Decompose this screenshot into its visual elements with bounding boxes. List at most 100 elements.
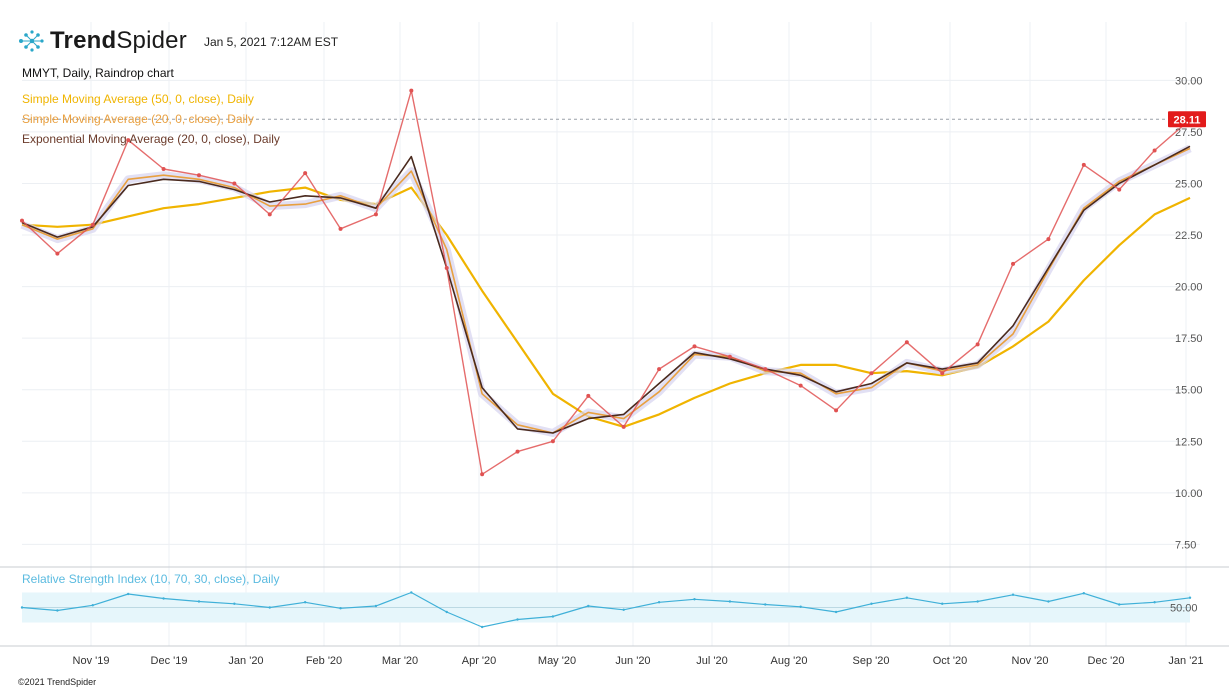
price-point <box>1152 148 1157 153</box>
rsi-point <box>162 597 165 600</box>
rsi-point <box>905 596 909 599</box>
price-point <box>444 266 449 270</box>
rsi-point <box>303 601 307 604</box>
rsi-point <box>126 592 130 596</box>
x-tick-label: Mar '20 <box>382 655 418 667</box>
series-line-0 <box>21 186 1191 428</box>
rsi-series <box>20 591 1192 629</box>
price-point <box>834 408 839 413</box>
price-point <box>1046 237 1051 242</box>
rsi-point <box>799 605 802 608</box>
overlay-sma50-label[interactable]: Simple Moving Average (50, 0, close), Da… <box>22 92 254 106</box>
price-point <box>1117 187 1122 192</box>
price-point <box>409 88 414 93</box>
rsi-point <box>622 608 625 611</box>
rsi-point <box>941 602 944 605</box>
price-point <box>657 367 662 372</box>
y-tick-label: 7.50 <box>1175 539 1196 551</box>
price-point <box>904 340 909 345</box>
y-tick-label: 20.00 <box>1175 282 1203 294</box>
series-line-2 <box>21 145 1191 434</box>
rsi-point <box>233 602 236 605</box>
y-tick-label: 25.00 <box>1175 178 1203 190</box>
rsi-point <box>693 598 696 601</box>
rsi-point <box>870 602 873 605</box>
price-point <box>1081 162 1086 167</box>
rsi-point <box>197 600 201 603</box>
price-point <box>1011 261 1016 266</box>
rsi-point <box>268 606 271 609</box>
price-point <box>869 371 874 376</box>
rsi-point <box>1047 600 1050 603</box>
x-tick-label: Jun '20 <box>615 655 650 667</box>
price-point <box>940 371 945 376</box>
y-tick-label: 10.00 <box>1175 488 1203 500</box>
price-point <box>586 393 591 398</box>
price-point <box>515 449 520 454</box>
price-point <box>90 222 95 227</box>
x-tick-label: Sep '20 <box>853 655 890 667</box>
x-tick-label: Nov '19 <box>73 655 110 667</box>
price-point <box>763 367 768 372</box>
copyright: ©2021 TrendSpider <box>18 677 97 687</box>
price-point <box>621 424 626 429</box>
y-tick-label: 22.50 <box>1175 230 1203 242</box>
rsi-indicator-label[interactable]: Relative Strength Index (10, 70, 30, clo… <box>22 572 280 586</box>
brand-name: TrendSpider <box>50 27 187 54</box>
rsi-point <box>551 615 555 618</box>
rsi-point <box>834 610 838 614</box>
rsi-point <box>728 600 732 603</box>
symbol-line: MMYT, Daily, Raindrop chart <box>22 66 174 80</box>
price-point <box>975 342 980 347</box>
rsi-point <box>764 603 767 606</box>
rsi-point <box>1118 603 1121 606</box>
rsi-point <box>1011 593 1015 596</box>
price-point <box>692 344 697 349</box>
x-tick-label: Aug '20 <box>771 655 808 667</box>
price-point <box>303 171 308 176</box>
price-point <box>196 173 201 178</box>
y-tick-label: 12.50 <box>1175 436 1203 448</box>
x-tick-label: Jul '20 <box>696 655 727 667</box>
x-tick-label: Jan '20 <box>228 655 263 667</box>
trendspider-logo: TrendSpider <box>18 27 187 54</box>
x-tick-label: Dec '19 <box>151 655 188 667</box>
y-tick-label: 30.00 <box>1175 75 1203 87</box>
rsi-point <box>410 591 413 594</box>
y-tick-label: 15.00 <box>1175 385 1203 397</box>
rsi-point <box>20 606 24 609</box>
rsi-level-label: 50.00 <box>1170 603 1198 615</box>
price-point <box>20 218 24 223</box>
x-tick-label: Oct '20 <box>933 655 968 667</box>
x-tick-label: May '20 <box>538 655 576 667</box>
x-tick-label: Apr '20 <box>462 655 497 667</box>
rsi-point <box>480 625 484 629</box>
series-line-1 <box>21 147 1191 434</box>
price-point <box>267 212 272 217</box>
price-point <box>232 181 237 186</box>
x-tick-label: Nov '20 <box>1012 655 1049 667</box>
chart-axes: 30.00 27.50 25.00 22.50 20.00 17.50 15.00 12.50… <box>73 75 1204 667</box>
price-point <box>480 472 485 477</box>
last-price-text: 28.11 <box>1174 114 1201 126</box>
series-line-3 <box>21 89 1191 475</box>
price-point <box>161 167 166 171</box>
price-point <box>55 251 60 256</box>
last-price-tag: 28.11 <box>22 111 1206 128</box>
x-tick-label: Feb '20 <box>306 655 342 667</box>
x-tick-label: Dec '20 <box>1088 655 1125 667</box>
rsi-point <box>587 604 590 608</box>
rsi-point <box>516 618 519 621</box>
price-point <box>126 138 131 143</box>
rsi-point <box>1082 592 1086 595</box>
rsi-point <box>445 610 448 614</box>
overlay-ema20-label[interactable]: Exponential Moving Average (20, 0, close… <box>22 132 280 146</box>
rsi-point <box>339 607 342 610</box>
price-series <box>20 88 1192 477</box>
price-point <box>550 439 555 444</box>
rsi-line <box>21 591 1191 628</box>
y-tick-label: 17.50 <box>1175 333 1203 345</box>
overlay-sma20-label[interactable]: Simple Moving Average (20, 0, close), Da… <box>22 112 254 126</box>
price-point <box>373 212 378 217</box>
